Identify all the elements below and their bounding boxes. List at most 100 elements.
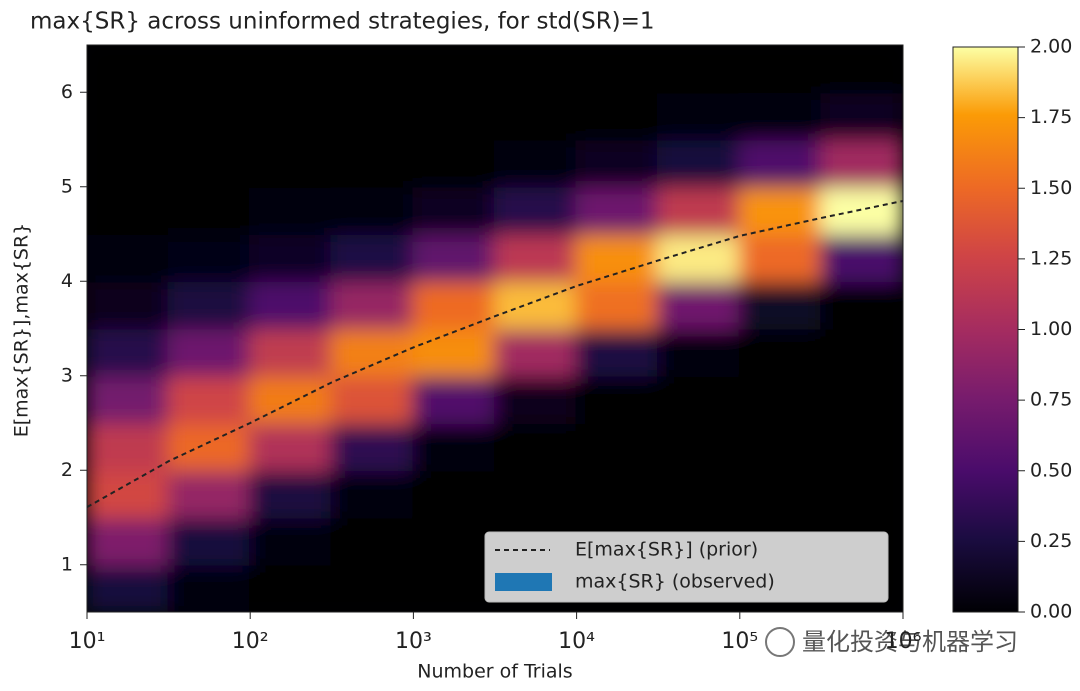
density-cell: [657, 327, 741, 377]
density-cell: [657, 422, 741, 472]
density-cell: [249, 138, 333, 188]
y-tick-label: 6: [61, 81, 73, 103]
density-cell: [575, 327, 660, 377]
density-cell: [738, 422, 823, 472]
density-cell: [87, 563, 170, 612]
x-tick-label: 10²: [232, 629, 269, 654]
density-cell: [167, 374, 252, 424]
legend-label: E[max{SR}] (prior): [575, 539, 758, 561]
legend-label: max{SR} (observed): [575, 571, 775, 593]
density-cell: [249, 327, 333, 377]
density-cell: [575, 138, 660, 188]
density-cell: [820, 469, 903, 519]
density-cell: [249, 233, 333, 283]
y-tick-label: 5: [61, 175, 73, 197]
density-cell: [249, 91, 333, 141]
density-cell: [87, 280, 170, 330]
y-axis-label: E[max{SR}],max{SR}: [11, 223, 33, 438]
density-cell: [167, 138, 252, 188]
density-cell: [330, 280, 415, 330]
density-cell: [330, 516, 415, 566]
density-cell: [493, 469, 578, 519]
density-cell: [412, 374, 496, 424]
colorbar-tick-label: 1.50: [1030, 177, 1072, 199]
watermark-icon: [765, 627, 795, 657]
density-cell: [167, 469, 252, 519]
density-cell: [657, 469, 741, 519]
density-cell: [738, 233, 823, 283]
density-cell: [87, 138, 170, 188]
density-cell: [657, 280, 741, 330]
density-cell: [493, 374, 578, 424]
density-cell: [330, 185, 415, 235]
density-cell: [87, 91, 170, 141]
y-tick-label: 3: [61, 364, 73, 386]
density-cell: [820, 422, 903, 472]
y-tick-label: 1: [61, 553, 73, 575]
density-cell: [249, 516, 333, 566]
density-cell: [820, 138, 903, 188]
y-tick-label: 4: [61, 270, 73, 292]
density-cell: [249, 563, 333, 612]
density-cell: [412, 422, 496, 472]
density-cell: [87, 469, 170, 519]
expected-line: [87, 199, 903, 508]
density-cell: [575, 469, 660, 519]
density-cell: [330, 563, 415, 612]
density-cell: [249, 45, 333, 94]
density-cell: [657, 233, 741, 283]
density-cell: [820, 233, 903, 283]
density-cell: [493, 422, 578, 472]
density-cell: [167, 422, 252, 472]
density-cell: [493, 138, 578, 188]
density-cell: [738, 138, 823, 188]
density-cell: [412, 563, 496, 612]
density-cell: [167, 45, 252, 94]
x-tick-label: 10⁵: [721, 629, 758, 654]
density-cell: [412, 327, 496, 377]
density-cell: [575, 280, 660, 330]
density-cell: [167, 91, 252, 141]
x-axis-label: Number of Trials: [417, 661, 572, 683]
density-cell: [167, 516, 252, 566]
density-cell: [249, 185, 333, 235]
density-cells: [87, 45, 903, 612]
density-cell: [330, 327, 415, 377]
density-cell: [493, 327, 578, 377]
density-cell: [87, 185, 170, 235]
density-cell: [412, 45, 496, 94]
watermark: 量化投资与机器学习: [765, 627, 1018, 657]
density-cell: [330, 138, 415, 188]
density-cell: [820, 185, 903, 235]
density-cell: [87, 374, 170, 424]
density-cell: [657, 45, 741, 94]
x-tick-label: 10⁶: [885, 629, 922, 654]
density-cell: [820, 327, 903, 377]
density-cell: [575, 233, 660, 283]
density-cell: [87, 233, 170, 283]
density-cell: [330, 91, 415, 141]
density-cell: [412, 280, 496, 330]
density-cell: [412, 185, 496, 235]
density-cell: [575, 45, 660, 94]
density-cell: [167, 185, 252, 235]
density-cell: [738, 280, 823, 330]
colorbar-tick-label: 0.75: [1030, 389, 1072, 411]
density-cell: [738, 327, 823, 377]
density-cell: [738, 374, 823, 424]
density-cell: [87, 516, 170, 566]
density-cell: [575, 91, 660, 141]
density-cell: [820, 374, 903, 424]
colorbar-tick-label: 1.25: [1030, 247, 1072, 269]
density-cell: [330, 233, 415, 283]
colorbar-tick-label: 0.00: [1030, 601, 1072, 623]
density-cell: [493, 45, 578, 94]
density-cell: [412, 516, 496, 566]
density-cell: [167, 563, 252, 612]
watermark-text: 量化投资与机器学习: [802, 628, 1018, 656]
colorbar-tick-label: 0.50: [1030, 459, 1072, 481]
density-cell: [412, 91, 496, 141]
density-cell: [249, 280, 333, 330]
density-cell: [657, 138, 741, 188]
